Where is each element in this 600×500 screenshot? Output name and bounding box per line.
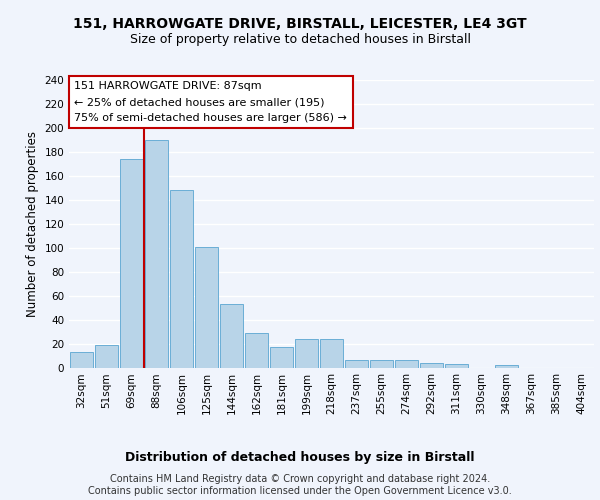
Bar	[419, 362, 443, 368]
Bar	[170, 190, 193, 368]
Bar	[220, 304, 244, 368]
Y-axis label: Number of detached properties: Number of detached properties	[26, 130, 39, 317]
Bar	[194, 246, 218, 368]
Bar	[145, 140, 169, 368]
Text: 151 HARROWGATE DRIVE: 87sqm
← 25% of detached houses are smaller (195)
75% of se: 151 HARROWGATE DRIVE: 87sqm ← 25% of det…	[74, 82, 347, 122]
Text: 151, HARROWGATE DRIVE, BIRSTALL, LEICESTER, LE4 3GT: 151, HARROWGATE DRIVE, BIRSTALL, LEICEST…	[73, 18, 527, 32]
Bar	[95, 344, 118, 368]
Bar	[320, 339, 343, 368]
Text: Distribution of detached houses by size in Birstall: Distribution of detached houses by size …	[125, 451, 475, 464]
Bar	[245, 333, 268, 368]
Bar	[370, 360, 394, 368]
Bar	[70, 352, 94, 368]
Bar	[344, 360, 368, 368]
Bar	[295, 339, 319, 368]
Text: Contains public sector information licensed under the Open Government Licence v3: Contains public sector information licen…	[88, 486, 512, 496]
Text: Contains HM Land Registry data © Crown copyright and database right 2024.: Contains HM Land Registry data © Crown c…	[110, 474, 490, 484]
Bar	[445, 364, 469, 368]
Bar	[269, 347, 293, 368]
Bar	[119, 159, 143, 368]
Text: Size of property relative to detached houses in Birstall: Size of property relative to detached ho…	[130, 32, 470, 46]
Bar	[395, 360, 418, 368]
Bar	[494, 365, 518, 368]
